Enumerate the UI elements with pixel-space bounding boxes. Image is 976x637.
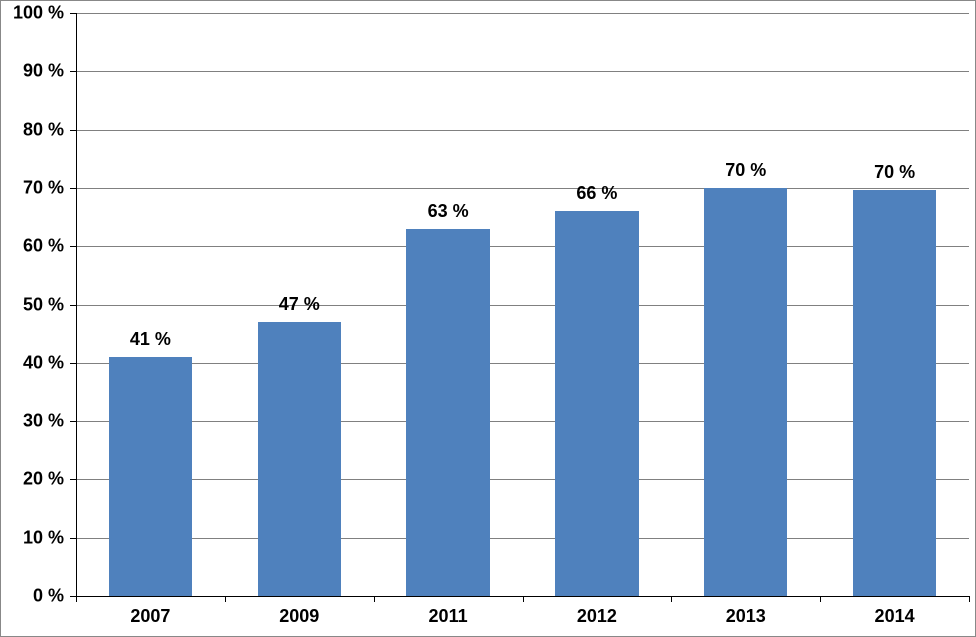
y-tick-label: 10 % — [23, 527, 64, 548]
plot-area — [76, 13, 969, 596]
chart-frame: 0 % 10 % 20 % 30 % 40 % 50 % 60 % 70 % 80 % 90 % 1… — [0, 0, 976, 637]
x-tick-label: 2013 — [726, 606, 766, 627]
gridline — [76, 130, 969, 131]
gridline — [76, 305, 969, 306]
x-tick-mark — [671, 596, 672, 602]
y-tick-label: 40 % — [23, 352, 64, 373]
y-tick-label: 100 % — [13, 3, 64, 24]
bar — [406, 229, 489, 596]
gridline — [76, 538, 969, 539]
x-tick-mark — [374, 596, 375, 602]
x-tick-mark — [76, 596, 77, 602]
bar-data-label: 70 % — [725, 160, 766, 181]
bar-data-label: 47 % — [279, 294, 320, 315]
gridline — [76, 246, 969, 247]
gridline — [76, 479, 969, 480]
y-axis-line — [76, 13, 77, 596]
gridline — [76, 13, 969, 14]
x-tick-mark — [969, 596, 970, 602]
y-tick-label: 70 % — [23, 177, 64, 198]
y-tick-label: 60 % — [23, 236, 64, 257]
x-tick-label: 2011 — [429, 606, 468, 627]
y-tick-label: 50 % — [23, 294, 64, 315]
y-tick-label: 0 % — [33, 586, 64, 607]
x-tick-mark — [523, 596, 524, 602]
y-tick-label: 80 % — [23, 119, 64, 140]
x-tick-label: 2009 — [279, 606, 319, 627]
x-tick-mark — [820, 596, 821, 602]
y-tick-label: 30 % — [23, 411, 64, 432]
x-tick-label: 2007 — [130, 606, 170, 627]
x-tick-label: 2014 — [875, 606, 915, 627]
gridline — [76, 188, 969, 189]
bar — [109, 357, 192, 596]
x-tick-label: 2012 — [577, 606, 617, 627]
bar — [704, 188, 787, 596]
bar — [555, 211, 638, 596]
bar-data-label: 41 % — [130, 329, 171, 350]
bar-data-label: 70 % — [874, 162, 915, 183]
gridline — [76, 71, 969, 72]
bar-data-label: 63 % — [428, 201, 469, 222]
bar — [853, 190, 936, 596]
y-tick-label: 90 % — [23, 61, 64, 82]
bar — [258, 322, 341, 596]
y-tick-label: 20 % — [23, 469, 64, 490]
x-tick-mark — [225, 596, 226, 602]
gridline — [76, 421, 969, 422]
bar-data-label: 66 % — [576, 183, 617, 204]
gridline — [76, 363, 969, 364]
